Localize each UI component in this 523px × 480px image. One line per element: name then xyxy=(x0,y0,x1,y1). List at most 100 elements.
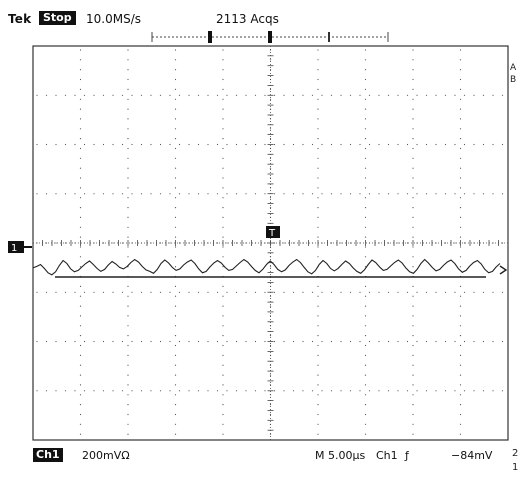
grid-dot xyxy=(317,305,319,307)
grid-dot xyxy=(317,108,319,110)
grid-dot xyxy=(174,266,177,268)
grid-dot xyxy=(174,49,177,51)
grid-dot xyxy=(269,335,272,337)
grid-dot xyxy=(435,143,437,146)
grid-dot xyxy=(412,325,414,327)
grid-dot xyxy=(330,94,333,96)
grid-dot xyxy=(222,305,224,307)
grid-dot xyxy=(444,291,447,293)
grid-dot xyxy=(364,236,367,238)
grid-dot xyxy=(169,340,171,343)
grid-dot xyxy=(127,315,129,317)
grid-dot xyxy=(459,197,462,199)
grid-dot xyxy=(406,193,409,195)
grid-dot xyxy=(93,291,95,293)
grid-dot xyxy=(121,340,124,343)
grid-dot xyxy=(412,374,414,376)
grid-dot xyxy=(283,193,285,195)
grid-dot xyxy=(349,390,352,392)
grid-dot xyxy=(159,340,162,343)
grid-dot xyxy=(425,340,428,343)
grid-dot xyxy=(79,98,82,100)
grid-dot xyxy=(269,344,272,347)
grid-dot xyxy=(435,390,437,392)
grid-dot xyxy=(64,291,67,293)
grid-dot xyxy=(222,384,224,386)
grid-dot xyxy=(317,423,319,425)
grid-dot xyxy=(235,143,238,146)
grid-dot xyxy=(317,216,319,218)
grid-dot xyxy=(501,242,504,244)
grid-dot xyxy=(226,390,228,392)
trigger-source-readout: Ch1 xyxy=(376,449,398,462)
grid-dot xyxy=(222,246,224,248)
grid-dot xyxy=(387,291,390,293)
grid-dot xyxy=(216,242,219,244)
grid-dot xyxy=(302,143,304,146)
grid-dot xyxy=(79,335,82,337)
grid-dot xyxy=(178,340,181,343)
grid-dot xyxy=(459,157,462,159)
grid-dot xyxy=(406,242,409,244)
grid-dot xyxy=(226,94,228,96)
grid-dot xyxy=(112,242,114,244)
grid-dot xyxy=(364,354,367,356)
grid-dot xyxy=(364,295,367,297)
grid-dot xyxy=(127,413,129,416)
record-length-bar xyxy=(151,31,389,43)
grid-dot xyxy=(264,193,266,195)
grid-dot xyxy=(425,193,428,195)
grid-dot xyxy=(317,147,319,150)
grid-dot xyxy=(174,157,177,159)
grid-dot xyxy=(459,59,462,61)
grid-dot xyxy=(269,59,272,61)
grid-dot xyxy=(317,404,319,406)
grid-dot xyxy=(226,143,228,146)
grid-dot xyxy=(364,177,367,179)
grid-dot xyxy=(79,413,82,416)
grid-dot xyxy=(112,143,114,146)
grid-dot xyxy=(140,193,143,195)
grid-dot xyxy=(55,193,57,195)
grid-dot xyxy=(317,88,319,90)
grid-dot xyxy=(321,94,323,96)
grid-dot xyxy=(492,340,494,343)
grid-dot xyxy=(74,94,76,96)
grid-dot xyxy=(222,374,224,376)
grid-dot xyxy=(174,167,177,169)
grid-dot xyxy=(222,177,224,179)
grid-dot xyxy=(216,143,219,146)
grid-dot xyxy=(501,193,504,195)
grid-dot xyxy=(174,354,177,356)
grid-dot xyxy=(321,193,323,195)
grid-dot xyxy=(36,340,38,343)
grid-dot xyxy=(463,193,466,195)
grid-dot xyxy=(222,59,224,61)
grid-dot xyxy=(254,390,257,392)
grid-dot xyxy=(416,291,418,293)
grid-dot xyxy=(364,157,367,159)
grid-dot xyxy=(79,118,82,120)
grid-dot xyxy=(364,88,367,90)
grid-dot xyxy=(397,94,399,96)
grid-dot xyxy=(273,390,276,392)
grid-dot xyxy=(222,404,224,406)
grid-dot xyxy=(55,340,57,343)
grid-dot xyxy=(330,291,333,293)
grid-dot xyxy=(364,413,367,416)
grid-dot xyxy=(425,94,428,96)
grid-dot xyxy=(317,384,319,386)
grid-dot xyxy=(412,394,414,396)
grid-dot xyxy=(283,242,285,244)
grid-dot xyxy=(174,88,177,90)
grid-dot xyxy=(473,291,475,293)
grid-dot xyxy=(406,340,409,343)
grid-dot xyxy=(482,143,485,146)
grid-dot xyxy=(269,98,272,100)
grid-dot xyxy=(222,157,224,159)
brand-label: Tek xyxy=(8,12,32,26)
grid-dot xyxy=(222,187,224,189)
grid-dot xyxy=(264,94,266,96)
grid-dot xyxy=(64,94,67,96)
grid-dot xyxy=(55,143,57,146)
